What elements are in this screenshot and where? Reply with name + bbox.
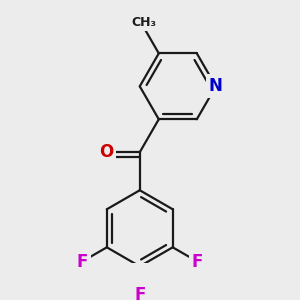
Text: O: O [99,143,113,161]
Text: N: N [209,77,223,95]
Text: CH₃: CH₃ [131,16,156,28]
Text: F: F [76,253,88,271]
Text: F: F [134,286,146,300]
Text: F: F [192,253,203,271]
